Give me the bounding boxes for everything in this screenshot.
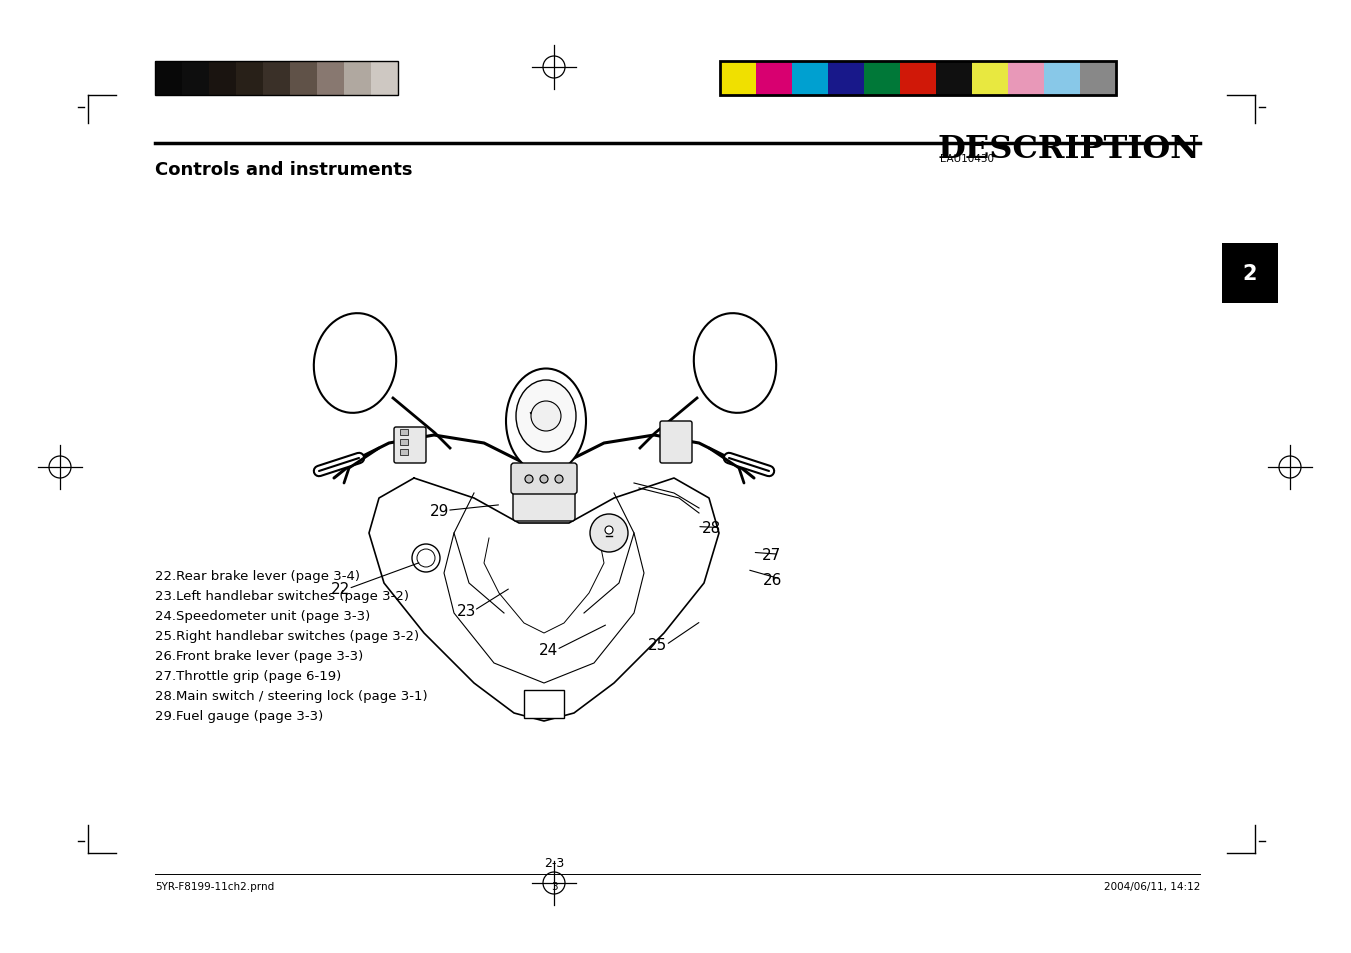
Text: 24.Speedometer unit (page 3-3): 24.Speedometer unit (page 3-3)	[155, 609, 370, 622]
Bar	[971, 62, 1008, 96]
Text: 26.Front brake lever (page 3-3): 26.Front brake lever (page 3-3)	[155, 649, 363, 662]
Text: 25: 25	[648, 638, 667, 653]
Text: 29.Fuel gauge (page 3-3): 29.Fuel gauge (page 3-3)	[155, 709, 323, 722]
Text: 27: 27	[762, 547, 781, 562]
Ellipse shape	[605, 526, 613, 535]
Text: 26: 26	[763, 572, 782, 587]
Text: 2004/06/11, 14:12: 2004/06/11, 14:12	[1104, 882, 1200, 891]
Bar	[372, 62, 399, 96]
Bar	[290, 62, 317, 96]
Bar	[1079, 62, 1116, 96]
FancyBboxPatch shape	[661, 421, 692, 463]
Bar	[400, 450, 408, 456]
Text: 22: 22	[331, 581, 350, 597]
Ellipse shape	[313, 314, 396, 414]
Bar	[400, 430, 408, 436]
Text: 2: 2	[1243, 264, 1258, 284]
Text: 22.Rear brake lever (page 3-4): 22.Rear brake lever (page 3-4)	[155, 569, 359, 582]
Bar	[865, 62, 900, 96]
Ellipse shape	[590, 515, 628, 553]
Circle shape	[555, 476, 563, 483]
Ellipse shape	[507, 369, 586, 474]
Text: 3: 3	[551, 882, 558, 891]
Bar	[900, 62, 936, 96]
FancyBboxPatch shape	[511, 463, 577, 495]
Bar	[524, 690, 563, 719]
Text: 24: 24	[539, 642, 558, 658]
Bar	[236, 62, 263, 96]
Text: 2-3: 2-3	[544, 857, 565, 869]
Bar	[792, 62, 828, 96]
Ellipse shape	[417, 550, 435, 567]
Bar	[720, 62, 1116, 96]
Text: 23: 23	[457, 603, 476, 618]
Bar	[720, 62, 757, 96]
Text: 5YR-F8199-11ch2.prnd: 5YR-F8199-11ch2.prnd	[155, 882, 274, 891]
Ellipse shape	[412, 544, 440, 573]
Circle shape	[526, 476, 534, 483]
Circle shape	[540, 476, 549, 483]
FancyBboxPatch shape	[394, 428, 426, 463]
Text: 23.Left handlebar switches (page 3-2): 23.Left handlebar switches (page 3-2)	[155, 589, 409, 602]
Text: 28.Main switch / steering lock (page 3-1): 28.Main switch / steering lock (page 3-1…	[155, 689, 428, 702]
Bar	[1008, 62, 1044, 96]
Bar	[400, 439, 408, 446]
Ellipse shape	[694, 314, 777, 414]
Bar	[263, 62, 290, 96]
Text: 27.Throttle grip (page 6-19): 27.Throttle grip (page 6-19)	[155, 669, 342, 682]
Bar	[155, 62, 182, 96]
Bar	[345, 62, 372, 96]
Bar	[209, 62, 236, 96]
Text: Controls and instruments: Controls and instruments	[155, 161, 412, 179]
Bar	[317, 62, 345, 96]
Text: EAU10430: EAU10430	[940, 153, 994, 164]
Ellipse shape	[516, 380, 576, 453]
Text: DESCRIPTION: DESCRIPTION	[938, 133, 1200, 165]
Bar	[757, 62, 792, 96]
Text: 25.Right handlebar switches (page 3-2): 25.Right handlebar switches (page 3-2)	[155, 629, 419, 642]
Bar	[1044, 62, 1079, 96]
Bar	[1223, 244, 1278, 304]
FancyBboxPatch shape	[513, 485, 576, 521]
Bar	[828, 62, 865, 96]
Text: 28: 28	[703, 520, 721, 536]
Bar	[936, 62, 971, 96]
Text: 29: 29	[430, 503, 449, 518]
Bar	[155, 62, 399, 96]
Ellipse shape	[531, 401, 561, 432]
Bar	[182, 62, 209, 96]
